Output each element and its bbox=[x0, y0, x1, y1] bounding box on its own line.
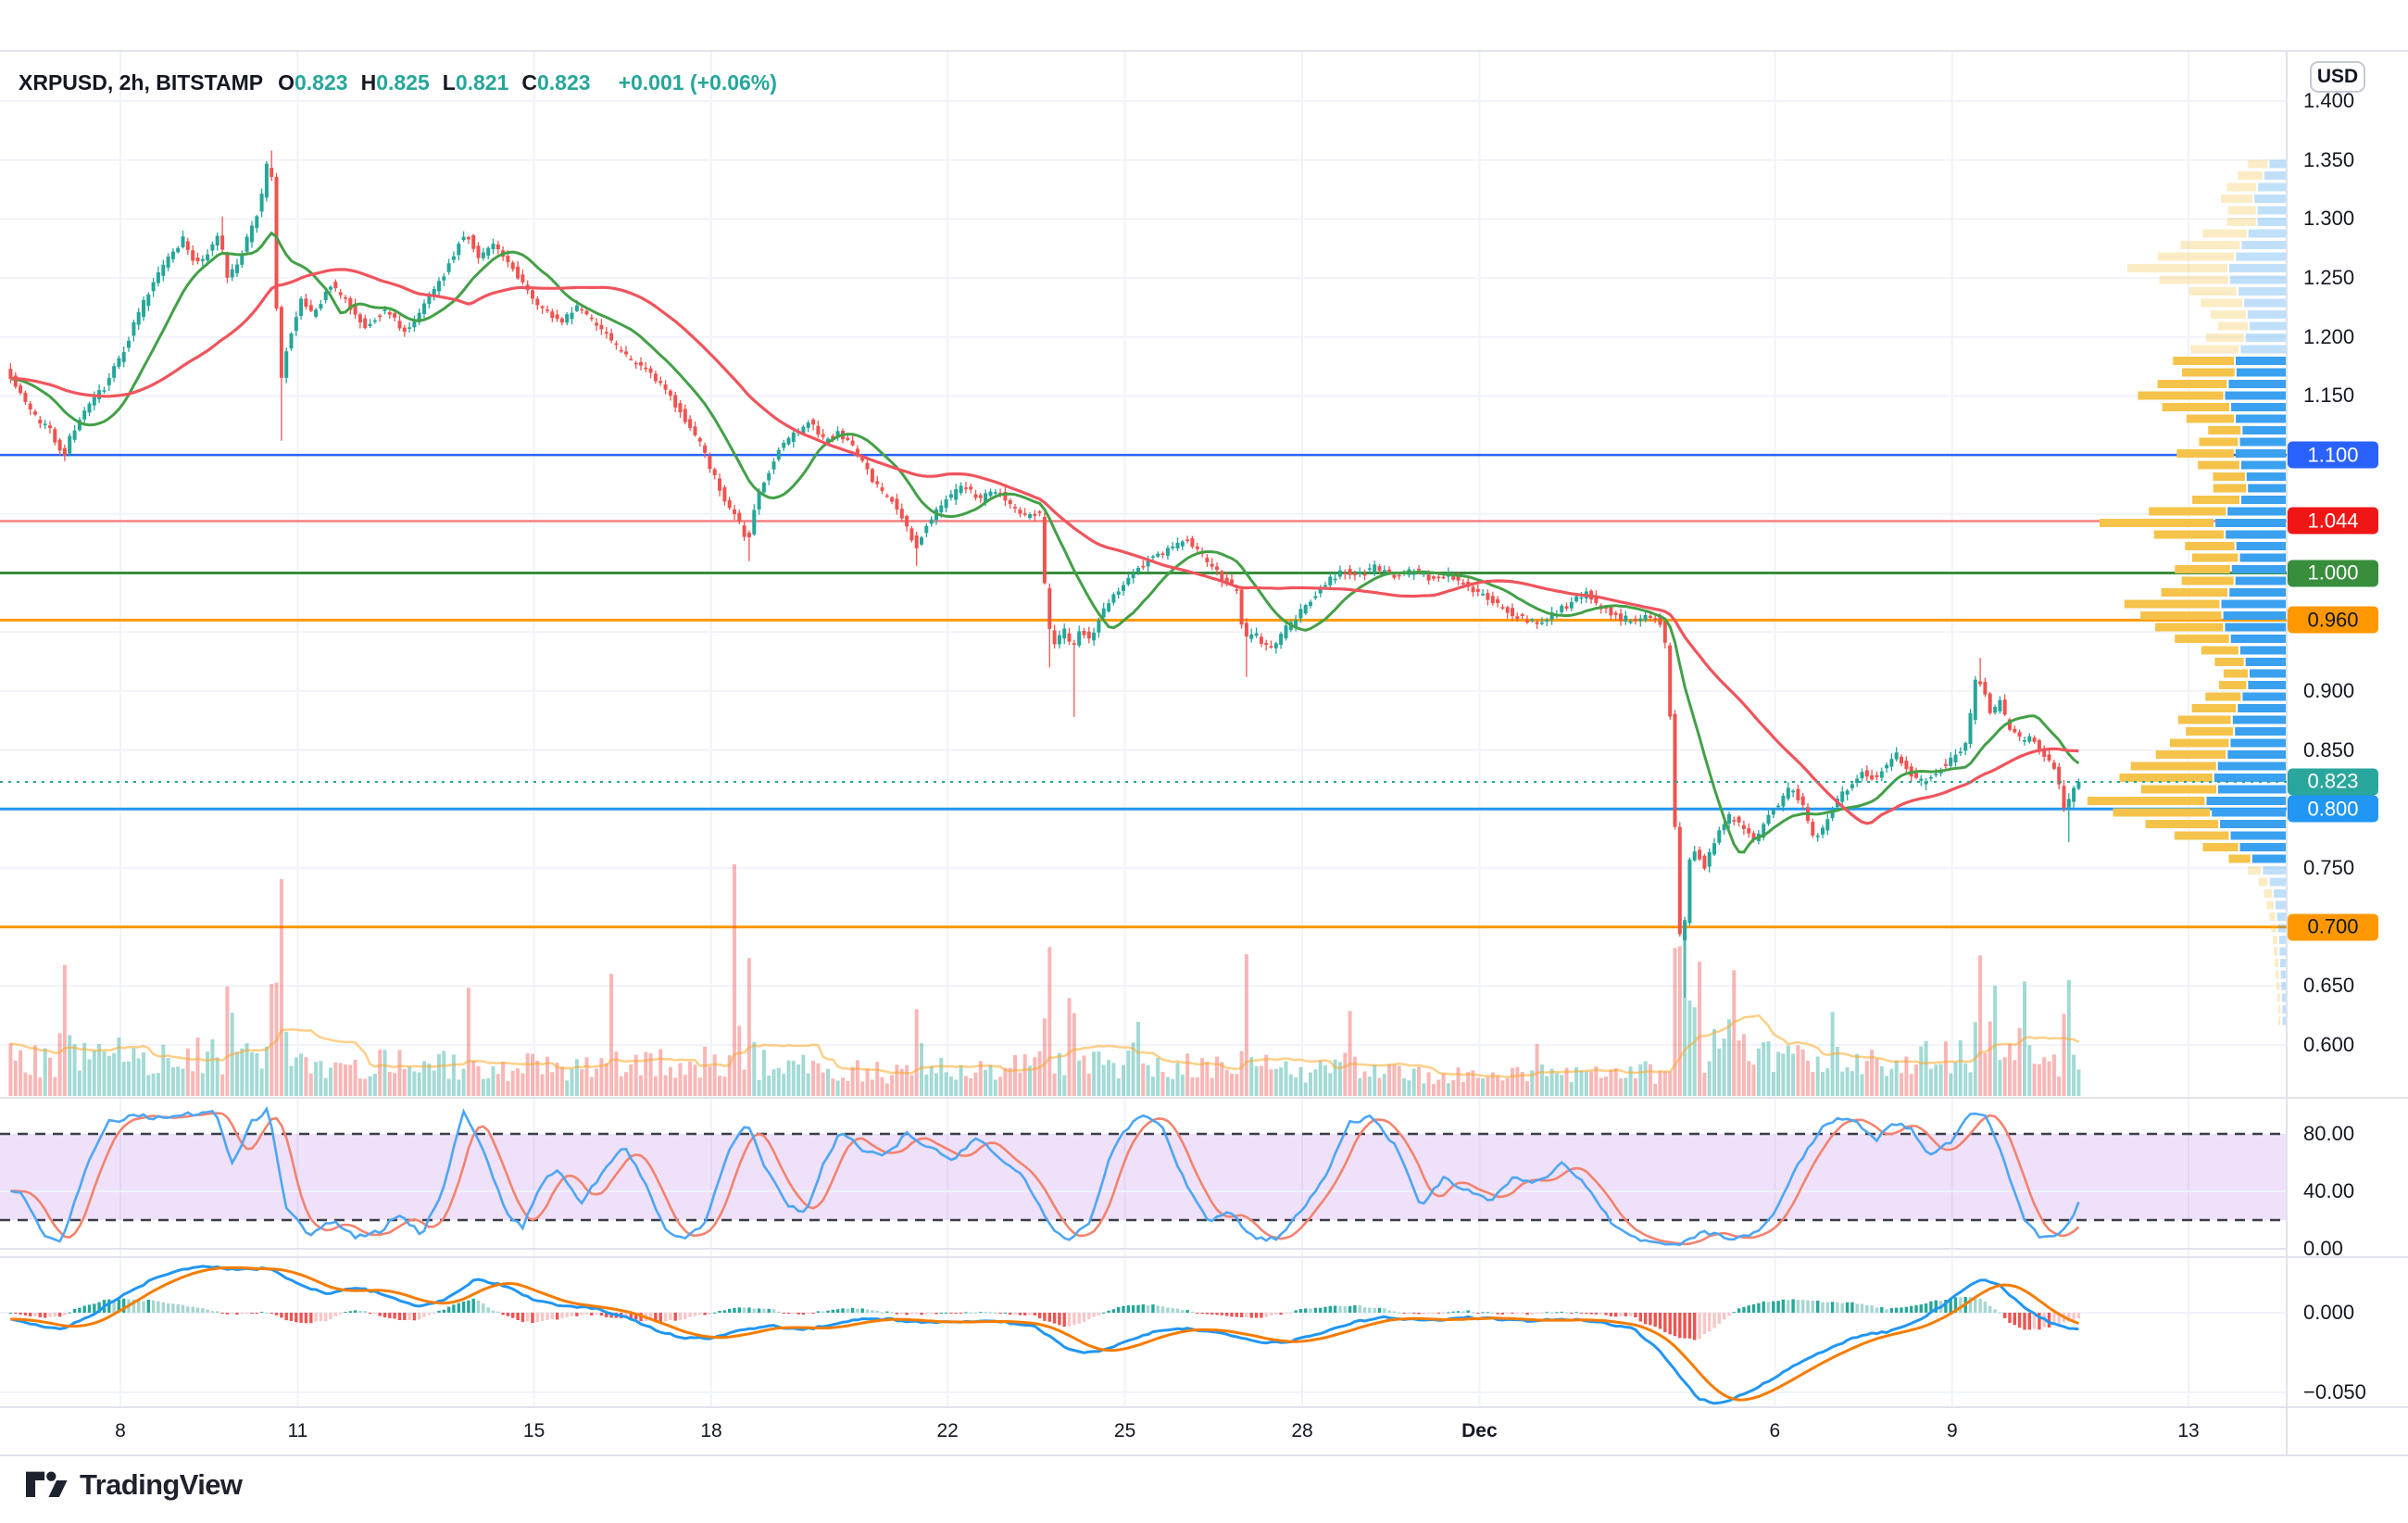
legend-change: +0.001 (+0.06%) bbox=[618, 70, 777, 94]
price-tick-label: 0.900 bbox=[2303, 678, 2355, 702]
ohlc-item: H0.825 bbox=[360, 70, 430, 94]
time-tick-label: 15 bbox=[522, 1420, 546, 1441]
price-level-badge: 1.000 bbox=[2288, 560, 2378, 586]
time-tick-label: 6 bbox=[1769, 1420, 1781, 1441]
footer: TradingView bbox=[26, 1466, 243, 1504]
price-tick-label: 1.250 bbox=[2303, 266, 2355, 290]
time-tick-label: Dec bbox=[1461, 1420, 1498, 1441]
stoch-tick-label: 0.00 bbox=[2303, 1237, 2343, 1260]
ohlc-values: O0.823 H0.825 L0.821 C0.823 bbox=[278, 70, 603, 95]
price-tick-label: 1.300 bbox=[2303, 207, 2355, 231]
price-tick-label: 1.200 bbox=[2303, 324, 2355, 348]
time-tick-label: 22 bbox=[936, 1420, 959, 1441]
stoch-tick-label: 40.00 bbox=[2303, 1179, 2355, 1202]
time-tick-label: 25 bbox=[1113, 1420, 1136, 1441]
ohlc-item: O0.823 bbox=[278, 70, 348, 94]
time-tick-label: 8 bbox=[115, 1420, 126, 1441]
time-tick-label: 18 bbox=[700, 1420, 722, 1441]
price-tick-label: 0.600 bbox=[2303, 1033, 2355, 1056]
time-tick-label: 28 bbox=[1291, 1420, 1313, 1441]
time-tick-label: 13 bbox=[2177, 1420, 2200, 1441]
price-level-badge: 0.700 bbox=[2288, 913, 2378, 941]
price-level-badge: 0.800 bbox=[2288, 795, 2378, 823]
price-tick-label: 1.350 bbox=[2303, 147, 2355, 171]
price-tick-label: 1.150 bbox=[2303, 384, 2355, 408]
ohlc-item: L0.821 bbox=[442, 70, 509, 94]
symbol-title: XRPUSD, 2h, BITSTAMP bbox=[19, 70, 264, 94]
time-tick-label: 11 bbox=[287, 1420, 308, 1441]
tradingview-logo-icon[interactable] bbox=[26, 1466, 69, 1504]
price-level-badge: 0.960 bbox=[2288, 606, 2378, 634]
current-price-badge: 0.823 bbox=[2288, 768, 2378, 796]
currency-button[interactable]: USD bbox=[2310, 61, 2365, 93]
symbol-legend: XRPUSD, 2h, BITSTAMP O0.823 H0.825 L0.821 C… bbox=[19, 70, 777, 95]
macd-tick-label: 0.000 bbox=[2303, 1301, 2355, 1324]
ohlc-item: C0.823 bbox=[521, 70, 591, 94]
tradingview-logo-text[interactable]: TradingView bbox=[80, 1468, 243, 1501]
price-tick-label: 0.650 bbox=[2303, 974, 2355, 998]
stoch-tick-label: 80.00 bbox=[2303, 1122, 2355, 1145]
price-level-badge: 1.100 bbox=[2288, 441, 2378, 469]
price-tick-label: 1.400 bbox=[2303, 89, 2355, 112]
time-tick-label: 9 bbox=[1946, 1420, 1958, 1441]
macd-tick-label: −0.050 bbox=[2303, 1380, 2366, 1403]
price-tick-label: 0.850 bbox=[2303, 737, 2355, 762]
price-tick-label: 0.750 bbox=[2303, 855, 2355, 879]
price-level-badge: 1.044 bbox=[2288, 507, 2378, 535]
